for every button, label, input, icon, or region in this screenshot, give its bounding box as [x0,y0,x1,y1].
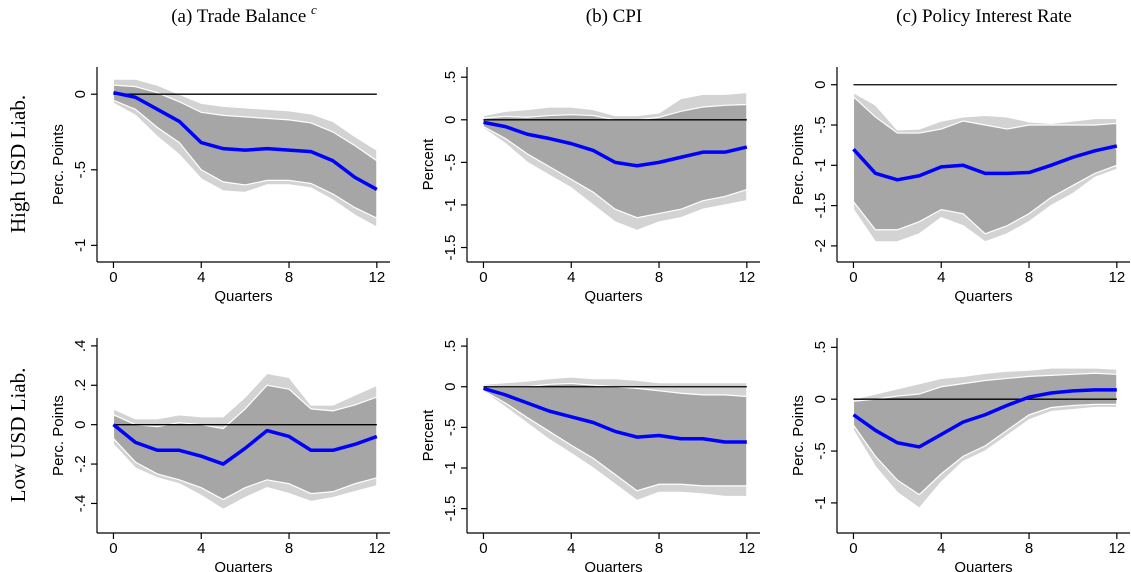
y-tick-label: -.5 [442,154,459,172]
x-tick-label: 12 [738,269,755,286]
estimate-line [483,120,748,168]
y-axis-title: Percent [420,138,437,191]
y-tick-label: -1.5 [442,235,459,261]
y-tick-label: -1.5 [442,496,459,522]
y-axis-title: Perc. Points [50,395,67,476]
x-tick-label: 0 [479,269,487,286]
x-tick-label: 12 [368,540,385,557]
x-axis-title: Quarters [954,559,1012,572]
column-title-text: (a) Trade Balance [171,6,306,27]
y-tick-label: .5 [812,341,829,354]
y-tick-label: 0 [812,395,829,403]
y-tick-label: -1 [442,461,459,474]
y-tick-label: 0 [812,81,829,89]
x-tick-label: 4 [567,269,575,286]
confidence-band [852,95,1118,235]
x-tick-label: 8 [1025,269,1033,286]
estimate-line [852,388,1117,449]
y-tick-label: 0 [442,383,459,391]
y-axis-title: Percent [420,409,437,462]
y-tick-label: .5 [442,340,459,353]
y-axis-title: Perc. Points [790,395,807,476]
x-axis-title: Quarters [584,288,642,305]
estimate-line [852,144,1118,182]
x-tick-label: 8 [1025,540,1033,557]
x-tick-label: 0 [109,540,117,557]
x-tick-label: 12 [368,269,385,286]
y-tick-label: .2 [72,379,89,392]
x-tick-label: 0 [479,540,487,557]
x-tick-label: 12 [738,540,755,557]
y-tick-label: 0 [72,90,89,98]
y-tick-label: -.5 [442,419,459,437]
column-title: (b) CPI [586,6,642,27]
y-tick-label: -.5 [812,116,829,134]
estimate-line [482,386,747,444]
x-tick-label: 8 [285,540,293,557]
confidence-band [112,384,378,501]
column-title-text: (b) CPI [586,6,642,27]
x-axis-title: Quarters [954,288,1012,305]
y-tick-label: -1 [442,198,459,211]
row-title: Low USD Liab. [6,368,30,503]
y-tick-label: -.5 [72,161,89,179]
x-tick-label: 4 [937,540,945,557]
column-title-superscript: c [311,2,317,17]
column-title-text: (c) Policy Interest Rate [896,6,1072,27]
y-tick-label: -1 [812,496,829,509]
x-tick-label: 4 [197,540,205,557]
x-tick-label: 4 [567,540,575,557]
y-tick-label: -1.5 [812,193,829,219]
y-tick-label: .5 [442,71,459,84]
y-axis-title: Perc. Points [790,124,807,205]
confidence-band [852,372,1118,496]
y-axis-title: Perc. Points [50,124,67,205]
x-tick-label: 0 [849,269,857,286]
y-tick-label: -2 [812,239,829,252]
y-tick-label: -.5 [812,442,829,460]
x-tick-label: 8 [655,269,663,286]
row-title: High USD Liab. [6,95,30,233]
x-axis-title: Quarters [214,288,272,305]
x-tick-label: 0 [109,269,117,286]
x-tick-label: 12 [1108,269,1125,286]
x-axis-title: Quarters [214,559,272,572]
y-tick-label: -.2 [72,455,89,473]
x-tick-label: 0 [849,540,857,557]
y-tick-label: 0 [442,116,459,124]
y-tick-label: -.4 [72,495,89,513]
x-tick-label: 8 [655,540,663,557]
x-tick-label: 8 [285,269,293,286]
x-axis-title: Quarters [584,559,642,572]
estimate-line [113,90,378,191]
x-tick-label: 4 [937,269,945,286]
x-tick-label: 4 [197,269,205,286]
y-tick-label: 0 [72,420,89,428]
y-tick-label: -1 [72,239,89,252]
estimate-line [112,423,378,466]
y-tick-label: .4 [72,340,89,353]
x-tick-label: 12 [1108,540,1125,557]
column-title: (c) Policy Interest Rate [896,6,1072,27]
y-tick-label: -1 [812,159,829,172]
column-title: (a) Trade Balance c [171,2,317,27]
